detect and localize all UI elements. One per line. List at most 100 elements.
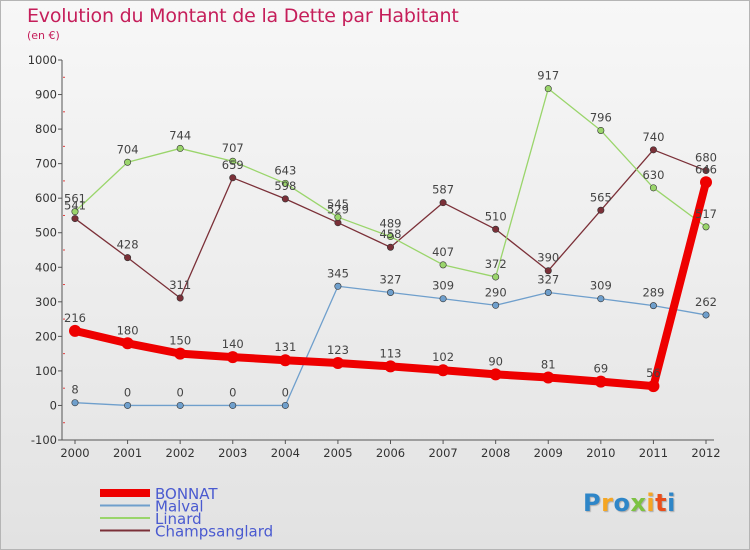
data-label: 290 — [485, 285, 507, 299]
data-point — [124, 158, 132, 166]
logo-letter: t — [655, 489, 668, 517]
data-label: 407 — [432, 245, 454, 259]
y-tick-label: 200 — [35, 329, 57, 343]
data-label: 289 — [642, 286, 664, 300]
data-point — [281, 195, 289, 203]
data-label: 8 — [71, 383, 78, 397]
data-point — [71, 215, 79, 223]
data-label: 0 — [282, 385, 289, 399]
data-label: 372 — [485, 257, 507, 271]
legend-label: BONNAT — [155, 485, 218, 503]
data-point — [489, 368, 502, 381]
y-tick-label: 900 — [35, 88, 57, 102]
data-label: 704 — [117, 142, 139, 156]
logo-letter: o — [613, 489, 631, 517]
data-point — [492, 225, 500, 233]
data-point — [69, 324, 81, 337]
data-label: 680 — [695, 151, 717, 165]
y-tick-label: 600 — [35, 191, 57, 205]
y-tick-label: 0 — [50, 398, 57, 412]
logo-letter: i — [667, 489, 676, 517]
legend-label: Malval — [155, 498, 204, 516]
data-label: 428 — [117, 238, 139, 252]
data-point — [279, 354, 292, 367]
data-point — [542, 371, 555, 384]
data-point — [597, 206, 605, 214]
data-label: 917 — [537, 69, 559, 83]
data-point — [594, 375, 607, 388]
data-point — [702, 311, 710, 319]
data-point — [649, 302, 657, 310]
data-label: 598 — [274, 179, 296, 193]
data-point — [437, 364, 450, 377]
x-tick-label: 2005 — [323, 446, 352, 460]
data-point — [386, 288, 394, 296]
data-point — [124, 401, 132, 409]
x-tick-label: 2008 — [481, 446, 510, 460]
data-point — [492, 273, 500, 281]
data-point — [124, 254, 132, 262]
data-point — [439, 295, 447, 303]
series-champsanglard — [71, 146, 710, 302]
series-malval — [71, 282, 710, 409]
data-label: 0 — [177, 385, 184, 399]
data-point — [331, 356, 344, 369]
x-tick-label: 2012 — [691, 446, 720, 460]
data-label: 113 — [380, 346, 402, 360]
data-label: 565 — [590, 190, 612, 204]
data-point — [176, 401, 184, 409]
logo-letter: x — [630, 489, 647, 517]
data-point — [334, 282, 342, 290]
data-point — [597, 295, 605, 303]
legend-label: Linard — [155, 510, 202, 528]
data-label: 541 — [64, 199, 86, 213]
data-point — [439, 199, 447, 207]
data-point — [544, 267, 552, 275]
data-label: 659 — [222, 158, 244, 172]
data-point — [649, 184, 657, 192]
x-tick-label: 2007 — [428, 446, 457, 460]
data-point — [229, 157, 237, 165]
data-point — [226, 351, 239, 364]
data-point — [176, 294, 184, 302]
y-tick-label: 300 — [35, 295, 57, 309]
chart-unit: (en €) — [27, 29, 60, 42]
data-label: 123 — [327, 343, 349, 357]
data-point — [649, 146, 657, 154]
data-point — [71, 208, 79, 216]
data-label: 796 — [590, 110, 612, 124]
data-label: 90 — [488, 354, 503, 368]
data-label: 643 — [274, 163, 296, 177]
data-label: 150 — [169, 334, 191, 348]
data-label: 646 — [695, 162, 717, 176]
logo-letter: r — [601, 489, 614, 517]
chart-title: Evolution du Montant de la Dette par Hab… — [27, 5, 459, 27]
data-point — [174, 347, 187, 360]
data-point — [334, 213, 342, 221]
data-label: 561 — [64, 192, 86, 206]
data-point — [702, 223, 710, 231]
y-tick-label: 700 — [35, 157, 57, 171]
data-point — [700, 176, 712, 189]
data-label: 510 — [485, 209, 507, 223]
data-point — [647, 380, 660, 393]
data-label: 81 — [541, 357, 556, 371]
data-label: 102 — [432, 350, 454, 364]
data-label: 56 — [646, 366, 661, 380]
data-point — [439, 261, 447, 269]
y-tick-label: 1000 — [28, 53, 57, 67]
data-label: 740 — [642, 130, 664, 144]
y-tick-label: 100 — [35, 364, 57, 378]
y-tick-label: -100 — [31, 433, 57, 447]
data-point — [386, 233, 394, 241]
series-linard — [71, 85, 710, 281]
y-tick-label: 500 — [35, 226, 57, 240]
x-tick-label: 2009 — [534, 446, 563, 460]
data-label: 327 — [380, 272, 402, 286]
data-point — [597, 126, 605, 134]
data-label: 390 — [537, 251, 559, 265]
data-label: 529 — [327, 203, 349, 217]
data-point — [544, 288, 552, 296]
x-tick-label: 2000 — [60, 446, 89, 460]
